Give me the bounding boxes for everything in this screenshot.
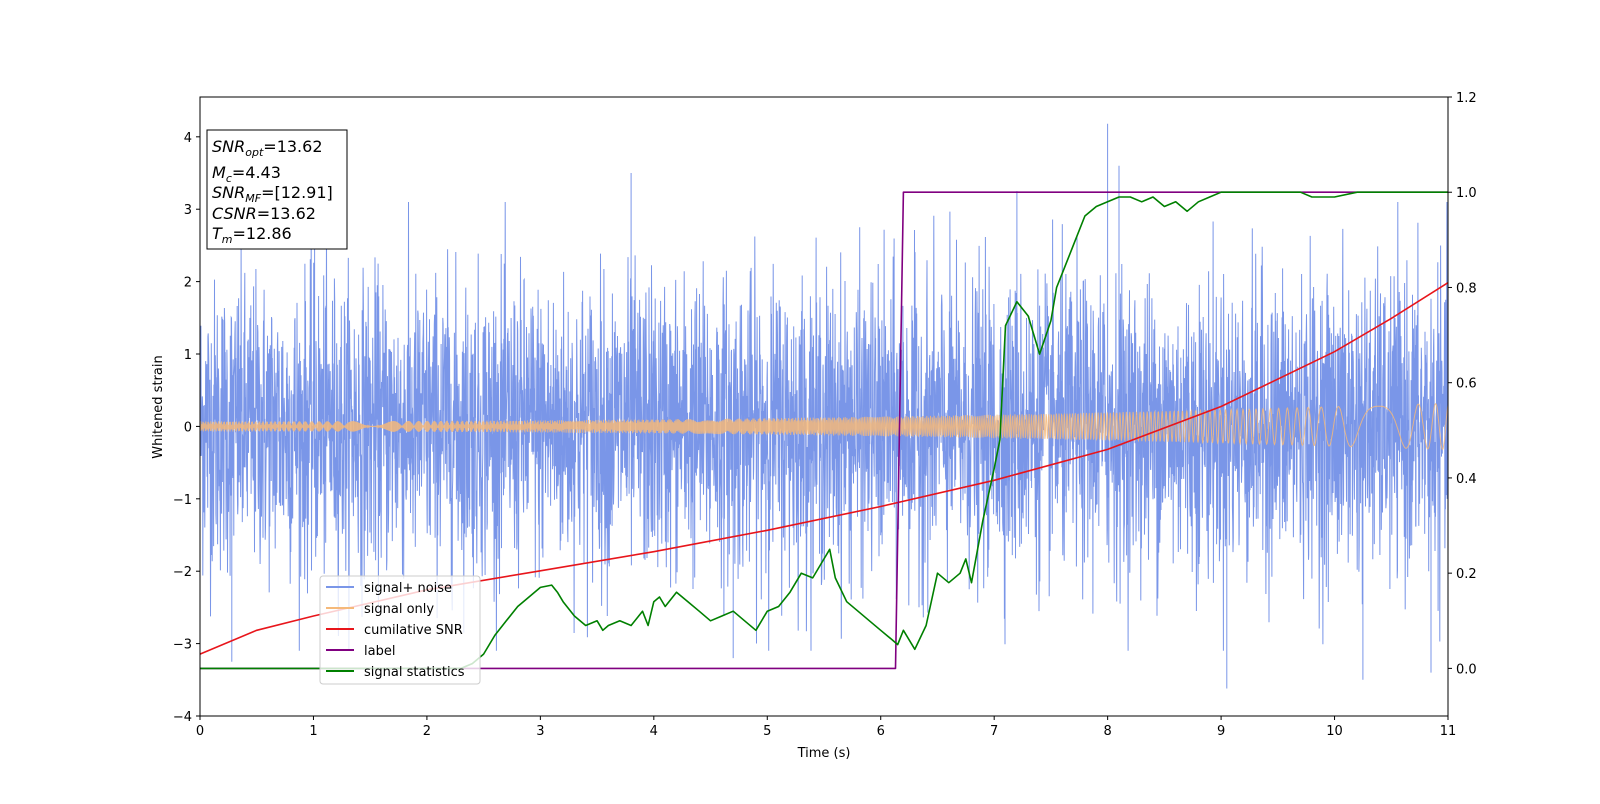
y-left-tick-label: 1 [184, 348, 192, 363]
y-left-tick-label: −2 [173, 565, 192, 580]
snr-mf-symbol: SNR [212, 183, 245, 202]
legend-label: signal statistics [364, 665, 465, 680]
snr-opt-subscript: opt [245, 146, 264, 159]
plot-frame [199, 96, 1449, 717]
legend-frame [319, 575, 481, 685]
x-tick-label: 0 [196, 724, 204, 739]
tm-symbol: T [212, 224, 223, 243]
x-axis-label: Time (s) [797, 746, 851, 761]
annotation-mc: Mc=4.43 [212, 163, 281, 185]
csnr-value: =13.62 [257, 204, 316, 223]
snr-opt-value: =13.62 [263, 137, 322, 156]
mc-symbol: M [212, 163, 226, 182]
x-tick-label: 1 [309, 724, 317, 739]
snr-opt-symbol: SNR [212, 137, 245, 156]
y-right-tick-label: 0.2 [1456, 567, 1477, 582]
y-left-tick-label: −3 [173, 638, 192, 653]
annotation-snr-mf: SNRMF=[12.91] [212, 183, 333, 205]
legend-label: label [364, 644, 395, 659]
y-axis-label: Whitened strain [151, 355, 166, 458]
annotation-frame [206, 129, 348, 250]
mc-value: =4.43 [232, 163, 281, 182]
annotation-snr-opt: SNRopt=13.62 [212, 137, 323, 159]
series-layer [200, 123, 1448, 689]
y-left-tick-label: −1 [173, 493, 192, 508]
legend-label: cumilative SNR [364, 623, 463, 638]
annotation-csnr: CSNR=13.62 [212, 204, 316, 223]
legend-label: signal+ noise [364, 581, 452, 596]
x-tick-label: 9 [1217, 724, 1225, 739]
snr-mf-value: =[12.91] [261, 183, 333, 202]
y-right-tick-label: 1.2 [1456, 91, 1477, 106]
tm-value: =12.86 [233, 224, 292, 243]
series-signal-only [200, 403, 1448, 451]
legend-items: signal+ noise signal only cumilative SNR la… [326, 581, 465, 680]
csnr-symbol: CSNR [212, 204, 257, 223]
legend: signal+ noise signal only cumilative SNR la… [319, 575, 481, 685]
x-tick-label: 10 [1326, 724, 1343, 739]
x-tick-label: 11 [1440, 724, 1457, 739]
y-right-tick-label: 0.6 [1456, 377, 1477, 392]
y-right-tick-label: 1.0 [1456, 186, 1477, 201]
snr-mf-subscript: MF [245, 192, 261, 205]
x-tick-label: 3 [536, 724, 544, 739]
y-right-tick-label: 0.0 [1456, 662, 1477, 677]
annotation-box: SNRopt=13.62 Mc=4.43 SNRMF=[12.91] CSNR=… [206, 129, 348, 250]
axes-layer: 0 1 2 3 4 5 6 7 8 9 10 11 −4 −3 −2 −1 0 1 2 3 4 0.0 0.2 0.4 0.6 0… [173, 91, 1477, 739]
y-left-tick-label: 4 [184, 131, 192, 146]
y-left-tick-label: 2 [184, 276, 192, 291]
series-label [200, 191, 1448, 670]
tm-subscript: m [222, 233, 233, 246]
x-tick-label: 7 [990, 724, 998, 739]
x-tick-label: 2 [423, 724, 431, 739]
mc-subscript: c [226, 172, 232, 185]
legend-label: signal only [364, 602, 434, 617]
y-left-tick-label: −4 [173, 710, 192, 725]
x-tick-label: 8 [1103, 724, 1111, 739]
series-signal-noise [200, 123, 1448, 689]
series-signal-statistics [200, 191, 1448, 670]
x-tick-label: 5 [763, 724, 771, 739]
y-left-tick-label: 3 [184, 203, 192, 218]
y-left-tick-label: 0 [184, 420, 192, 435]
y-right-tick-label: 0.8 [1456, 281, 1477, 296]
y-right-tick-label: 0.4 [1456, 472, 1477, 487]
x-tick-label: 4 [650, 724, 658, 739]
x-tick-label: 6 [877, 724, 885, 739]
annotation-tm: Tm=12.86 [212, 224, 292, 246]
